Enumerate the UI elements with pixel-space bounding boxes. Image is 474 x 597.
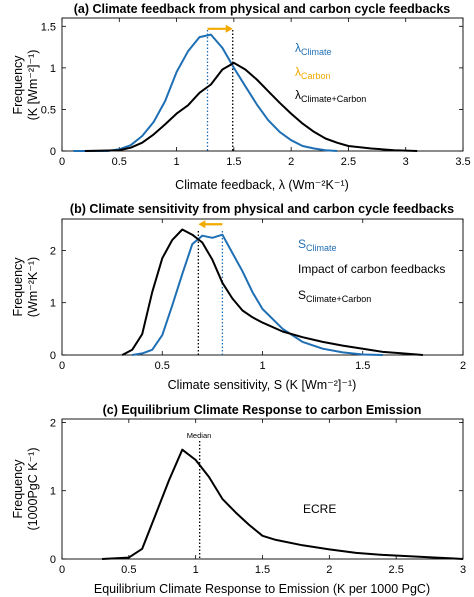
panel-b-y-axis-label-line2: (Wm⁻²K⁻¹): [26, 257, 40, 317]
x-tick-label: 1: [193, 564, 199, 576]
y-tick-label: 2: [50, 245, 56, 257]
y-tick-label: 1: [50, 298, 56, 310]
series-line-1: [84, 61, 418, 152]
series-line-0: [73, 33, 338, 152]
panel-c-median-label: Median: [187, 431, 212, 440]
x-tick-label: 3: [460, 564, 466, 576]
panel-b-axes-frame: [61, 218, 464, 356]
x-tick-label: 0.5: [121, 564, 136, 576]
panel-b-legend-entry-carbon-impact: Impact of carbon feedbacks: [298, 262, 445, 276]
y-tick-label: 0: [50, 554, 56, 566]
panel-a-median-lines: [206, 30, 234, 151]
x-tick-label: 0: [59, 156, 65, 168]
panel-b-series: [121, 228, 423, 356]
series-line-1: [121, 228, 423, 356]
x-tick-label: 1: [174, 156, 180, 168]
x-tick-label: 2: [326, 564, 332, 576]
x-tick-label: 3: [403, 156, 409, 168]
y-tick-label: 1.5: [41, 21, 56, 33]
x-tick-label: 2.5: [341, 156, 356, 168]
x-tick-label: 0: [59, 564, 65, 576]
panel-b-climate-sensitivity: (b) Climate sensitivity from physical an…: [11, 202, 466, 392]
y-tick-label: 2: [50, 417, 56, 429]
panel-a-legend-entry-carbon: λCarbon: [295, 65, 331, 81]
arrow-head: [225, 24, 233, 33]
y-tick-label: 1: [50, 486, 56, 498]
panel-c-axes-frame: [61, 418, 464, 560]
panel-a-climate-feedback: (a) Climate feedback from physical and c…: [11, 2, 471, 192]
panel-b-y-ticks: 0 1 2: [50, 245, 463, 362]
x-tick-label: 1.5: [255, 564, 270, 576]
x-tick-label: 0.5: [112, 156, 127, 168]
y-tick-label: 0: [50, 350, 56, 362]
panel-b-legend: SClimate Impact of carbon feedbacks SCli…: [298, 237, 445, 304]
panel-c-series: [102, 448, 464, 560]
arrow-head: [198, 220, 206, 229]
x-tick-label: 0: [59, 360, 65, 372]
x-tick-label: 1.5: [355, 360, 370, 372]
panel-a-legend-entry-climate: λClimate: [295, 41, 332, 57]
y-tick-label: 0.5: [41, 104, 56, 116]
panel-b-x-ticks: 0 0.5 1 1.5 2: [59, 219, 466, 372]
panel-c-ecre: (c) Equilibrium Climate Response to carb…: [11, 403, 466, 596]
series-line-0: [102, 448, 464, 560]
panel-a-series: [73, 33, 418, 152]
panel-c-x-axis-label: Equilibrium Climate Response to Emission…: [94, 582, 430, 596]
panel-b-title: (b) Climate sensitivity from physical an…: [70, 202, 454, 216]
panel-b-median-lines: [197, 231, 224, 355]
x-tick-label: 3.5: [455, 156, 470, 168]
panel-b-legend-entry-climate: SClimate: [298, 237, 337, 253]
panel-a-y-ticks: 0 0.5 1 1.5: [41, 21, 463, 158]
panel-b-legend-entry-climate-carbon: SClimate+Carbon: [298, 288, 371, 304]
y-tick-label: 1: [50, 63, 56, 75]
panel-a-y-axis-label-line1: Frequency: [11, 55, 25, 115]
panel-a-legend-entry-climate-carbon: λClimate+Carbon: [295, 88, 366, 104]
panel-c-title: (c) Equilibrium Climate Response to carb…: [103, 403, 422, 417]
x-tick-label: 2: [288, 156, 294, 168]
x-tick-label: 2: [460, 360, 466, 372]
panel-c-x-ticks: 0 0.5 1 1.5 2 2.5 3: [59, 419, 466, 576]
panel-a-axes-frame: [61, 17, 464, 152]
x-tick-label: 2.5: [389, 564, 404, 576]
panel-a-y-axis-label-line2: (K [Wm⁻²]⁻¹): [26, 50, 40, 121]
y-tick-label: 0: [50, 146, 56, 158]
x-tick-label: 0.5: [155, 360, 170, 372]
x-tick-label: 1.5: [226, 156, 241, 168]
panel-b-carbon-arrow: [198, 220, 223, 229]
panel-c-y-ticks: 0 1 2: [50, 417, 463, 566]
panel-a-x-axis-label: Climate feedback, λ (Wm⁻²K⁻¹): [175, 178, 349, 192]
series-line-0: [132, 233, 383, 356]
panel-a-title: (a) Climate feedback from physical and c…: [74, 2, 451, 16]
panel-c-legend-entry-ecre: ECRE: [303, 502, 336, 516]
panel-a-legend: λClimate λCarbon λClimate+Carbon: [295, 41, 366, 104]
panel-c-y-axis-label-line1: Frequency: [11, 459, 25, 519]
panel-c-y-axis-label-line2: (1000PgC K⁻¹): [26, 447, 40, 530]
panel-a-x-ticks: 0 0.5 1 1.5 2 2.5 3 3.5: [59, 18, 471, 168]
panel-b-y-axis-label-line1: Frequency: [11, 257, 25, 317]
panel-b-x-axis-label: Climate sensitivity, S (K [Wm⁻²]⁻¹): [168, 378, 357, 392]
x-tick-label: 1: [259, 360, 265, 372]
panel-a-carbon-arrow: [207, 24, 233, 33]
